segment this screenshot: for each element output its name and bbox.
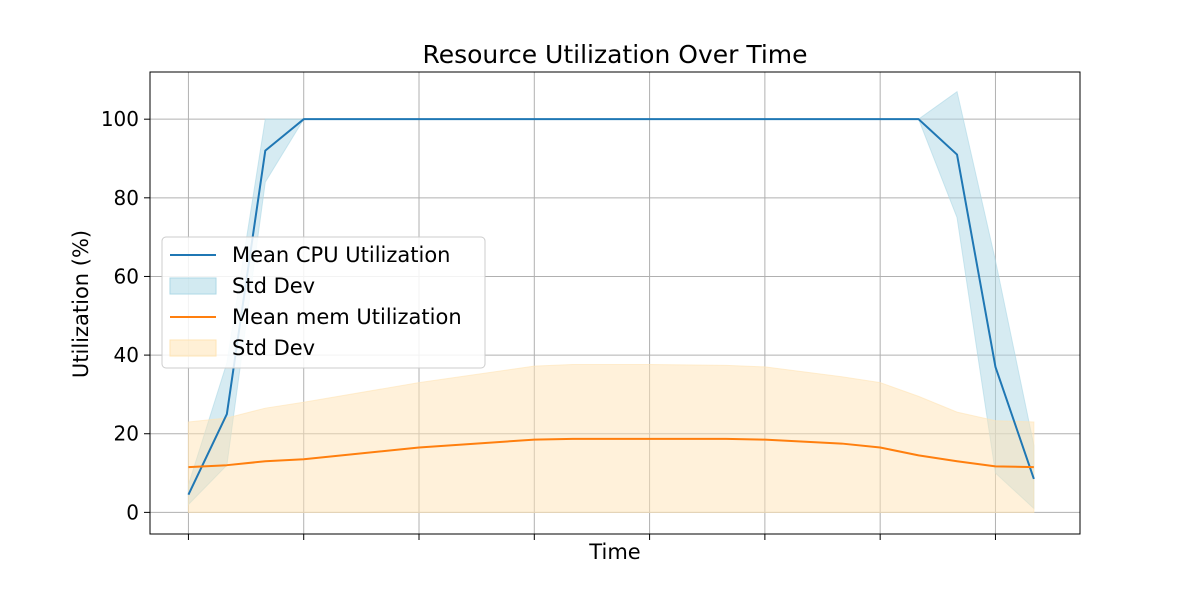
legend-label: Mean CPU Utilization	[232, 243, 451, 267]
legend-label: Mean mem Utilization	[232, 305, 462, 329]
y-tick-label: 20	[114, 422, 139, 446]
legend-patch-swatch	[169, 339, 217, 357]
axis-ticks: 0 20 40 60 80 100	[101, 107, 996, 540]
plot-frame	[149, 71, 1081, 535]
y-tick-label: 40	[114, 343, 139, 367]
chart-title: Resource Utilization Over Time	[422, 40, 807, 69]
x-axis-label: Time	[588, 540, 640, 564]
y-axis-label: Utilization (%)	[69, 230, 93, 378]
legend-label: Std Dev	[232, 336, 315, 360]
y-tick-label: 0	[126, 500, 139, 524]
y-tick-label: 80	[114, 186, 139, 210]
mean-line-mem	[188, 437, 1034, 469]
legend-patch-swatch	[169, 277, 217, 295]
mean-line-cpu	[187, 118, 1035, 496]
legend: Mean CPU Utilization Std Dev Mean mem Util…	[161, 236, 486, 369]
mean-lines	[187, 118, 1035, 496]
legend-label: Std Dev	[232, 274, 315, 298]
y-tick-label: 100	[101, 107, 139, 131]
legend-frame	[161, 236, 486, 369]
y-tick-label: 60	[114, 264, 139, 288]
